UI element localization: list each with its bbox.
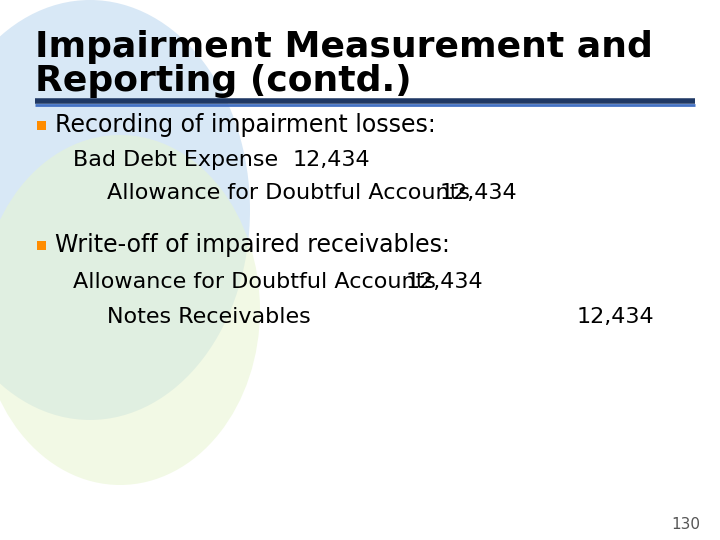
Bar [37,240,46,249]
Text: 12,434: 12,434 [577,307,654,327]
Bar [37,120,46,130]
Text: 12,434: 12,434 [293,150,371,170]
Text: Recording of impairment losses:: Recording of impairment losses: [55,113,436,137]
Ellipse shape [0,0,250,420]
Text: Bad Debt Expense: Bad Debt Expense [73,150,278,170]
Text: Reporting (contd.): Reporting (contd.) [35,64,412,98]
Text: 12,434: 12,434 [406,272,484,292]
Text: Allowance for Doubtful Accounts: Allowance for Doubtful Accounts [107,183,470,203]
Text: Notes Receivables: Notes Receivables [107,307,311,327]
Text: Write-off of impaired receivables:: Write-off of impaired receivables: [55,233,450,257]
Text: Impairment Measurement and: Impairment Measurement and [35,30,653,64]
Ellipse shape [0,135,260,485]
Text: Allowance for Doubtful Accounts: Allowance for Doubtful Accounts [73,272,436,292]
Text: 12,434: 12,434 [440,183,518,203]
Text: 130: 130 [671,517,700,532]
